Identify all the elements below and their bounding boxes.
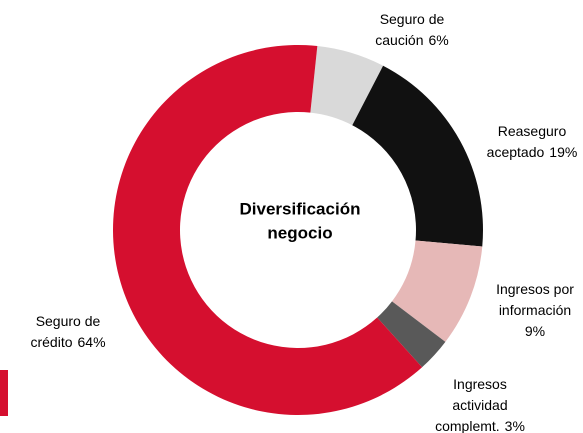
value-label: 19% bbox=[549, 144, 577, 160]
slice-label: Ingresos por información 9% bbox=[496, 281, 574, 339]
decor-bar bbox=[0, 370, 8, 416]
label-line: Seguro de bbox=[380, 11, 445, 27]
slice-label: Seguro de crédito 64% bbox=[30, 313, 105, 350]
label-line: Ingresos por bbox=[496, 281, 574, 297]
value-label: 6% bbox=[429, 32, 449, 48]
label-line: actividad bbox=[452, 397, 507, 413]
donut-slice bbox=[352, 65, 484, 247]
value-label: 64% bbox=[78, 334, 106, 350]
label-line: Ingresos bbox=[453, 376, 507, 392]
center-text: negocio bbox=[267, 223, 332, 242]
center-text: Diversificación bbox=[240, 199, 361, 218]
label-line: Reaseguro bbox=[498, 123, 567, 139]
donut-slice bbox=[392, 240, 483, 342]
value-label: 3% bbox=[505, 418, 525, 433]
donut-slice bbox=[310, 46, 384, 126]
donut-slice bbox=[113, 45, 423, 416]
slice-label: Reaseguro aceptado 19% bbox=[487, 123, 578, 160]
donut-slice bbox=[377, 301, 446, 368]
label-line: complemt. bbox=[435, 418, 500, 433]
label-line: información bbox=[499, 302, 571, 318]
label-line: aceptado bbox=[487, 144, 545, 160]
label-line: Seguro de bbox=[36, 313, 101, 329]
slice-label: Ingresos actividad complemt. 3% bbox=[435, 376, 525, 433]
value-label: 9% bbox=[525, 323, 545, 339]
label-line: crédito bbox=[30, 334, 72, 350]
label-line: caución bbox=[375, 32, 423, 48]
slice-label: Seguro de caución 6% bbox=[375, 11, 449, 48]
